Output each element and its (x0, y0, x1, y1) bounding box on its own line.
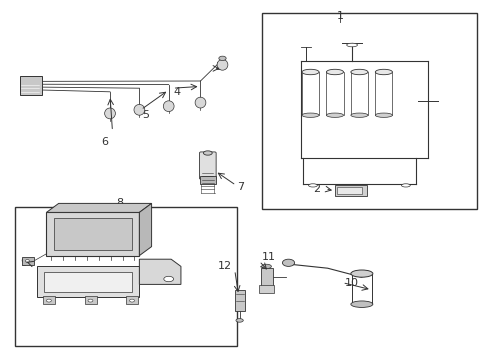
Ellipse shape (134, 104, 144, 115)
Bar (260, 268, 272, 286)
Ellipse shape (25, 260, 29, 262)
Text: 1: 1 (336, 11, 343, 21)
Polygon shape (139, 203, 151, 256)
Bar (84, 296, 97, 304)
Ellipse shape (235, 319, 243, 322)
Ellipse shape (104, 108, 115, 119)
Ellipse shape (88, 299, 93, 302)
Text: 2: 2 (312, 184, 320, 194)
Text: 5: 5 (142, 110, 148, 120)
Bar (37, 266, 139, 297)
Ellipse shape (46, 299, 51, 302)
Text: 9: 9 (20, 258, 27, 268)
Ellipse shape (129, 299, 134, 302)
Bar (46, 212, 139, 256)
Ellipse shape (326, 113, 343, 117)
Ellipse shape (163, 276, 173, 282)
Ellipse shape (350, 270, 372, 277)
FancyBboxPatch shape (199, 152, 216, 179)
Text: 4: 4 (173, 87, 181, 97)
Ellipse shape (374, 69, 391, 75)
Bar (20, 76, 41, 95)
Ellipse shape (308, 184, 317, 187)
Ellipse shape (346, 43, 357, 47)
Text: 7: 7 (237, 182, 244, 192)
Bar (21, 257, 34, 265)
Bar (261, 13, 476, 209)
Ellipse shape (350, 113, 367, 117)
Ellipse shape (350, 301, 372, 307)
Bar (54, 218, 132, 250)
Ellipse shape (302, 113, 319, 117)
Text: 3: 3 (215, 62, 222, 72)
Text: 6: 6 (102, 137, 108, 147)
Text: 12: 12 (218, 261, 232, 271)
Polygon shape (139, 259, 181, 284)
Ellipse shape (217, 59, 227, 70)
Ellipse shape (163, 101, 174, 112)
Bar (337, 187, 361, 194)
Ellipse shape (261, 264, 271, 269)
Bar (259, 285, 273, 293)
Ellipse shape (401, 184, 409, 187)
Bar (44, 272, 132, 292)
Bar (15, 207, 237, 346)
Bar (334, 185, 366, 196)
Ellipse shape (219, 56, 225, 60)
Ellipse shape (302, 69, 319, 75)
Bar (234, 290, 245, 311)
Ellipse shape (203, 151, 212, 155)
Ellipse shape (326, 69, 343, 75)
Ellipse shape (350, 69, 367, 75)
Text: 10: 10 (344, 278, 358, 288)
Bar (43, 296, 55, 304)
Ellipse shape (374, 113, 391, 117)
Polygon shape (46, 203, 151, 212)
Bar (126, 296, 138, 304)
Text: 8: 8 (116, 198, 123, 208)
Text: 11: 11 (261, 252, 275, 262)
Bar (200, 176, 215, 184)
Ellipse shape (282, 259, 294, 266)
Ellipse shape (195, 97, 205, 108)
